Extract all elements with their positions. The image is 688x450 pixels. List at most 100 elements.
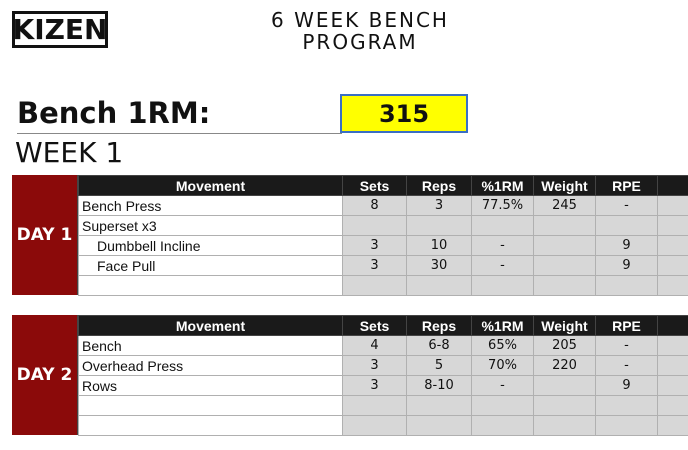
header-rpe: RPE: [595, 315, 658, 336]
table-row: [78, 395, 688, 416]
extra-cell[interactable]: [657, 415, 688, 436]
reps-cell[interactable]: [406, 415, 472, 436]
weight-cell[interactable]: [533, 375, 596, 396]
rpe-cell[interactable]: [595, 215, 658, 236]
movement-cell[interactable]: Dumbbell Incline: [78, 235, 343, 256]
movement-cell[interactable]: Bench Press: [78, 195, 343, 216]
weight-cell[interactable]: [533, 235, 596, 256]
header-1rm: %1RM: [471, 175, 534, 196]
divider: [17, 133, 342, 134]
1rm-cell[interactable]: [471, 415, 534, 436]
program-title-line2: PROGRAM: [302, 30, 418, 54]
header-sets: Sets: [342, 175, 407, 196]
table-row: Overhead Press 3 5 70% 220 -: [78, 355, 688, 376]
week-title: WEEK 1: [15, 136, 124, 169]
1rm-cell[interactable]: 65%: [471, 335, 534, 356]
extra-cell[interactable]: [657, 395, 688, 416]
header-weight: Weight: [533, 175, 596, 196]
1rm-cell[interactable]: 77.5%: [471, 195, 534, 216]
header-reps: Reps: [406, 315, 472, 336]
extra-cell[interactable]: [657, 195, 688, 216]
table-row: Face Pull 3 30 - 9: [78, 255, 688, 276]
extra-cell[interactable]: [657, 235, 688, 256]
weight-cell[interactable]: [533, 395, 596, 416]
sets-cell[interactable]: 8: [342, 195, 407, 216]
movement-cell[interactable]: [78, 395, 343, 416]
reps-cell[interactable]: 10: [406, 235, 472, 256]
rpe-cell[interactable]: -: [595, 355, 658, 376]
weight-cell[interactable]: [533, 415, 596, 436]
reps-cell[interactable]: 3: [406, 195, 472, 216]
sets-cell[interactable]: 3: [342, 375, 407, 396]
day-1-table: Movement Sets Reps %1RM Weight RPE Bench…: [78, 175, 688, 296]
extra-cell[interactable]: [657, 215, 688, 236]
rpe-cell[interactable]: [595, 415, 658, 436]
table-row: [78, 275, 688, 296]
movement-cell[interactable]: [78, 415, 343, 436]
movement-cell[interactable]: Overhead Press: [78, 355, 343, 376]
reps-cell[interactable]: 30: [406, 255, 472, 276]
sets-cell[interactable]: [342, 215, 407, 236]
reps-cell[interactable]: 6-8: [406, 335, 472, 356]
program-title-line1: 6 WEEK BENCH: [271, 8, 449, 32]
1rm-cell[interactable]: -: [471, 235, 534, 256]
weight-cell[interactable]: 220: [533, 355, 596, 376]
extra-cell[interactable]: [657, 355, 688, 376]
movement-cell[interactable]: Bench: [78, 335, 343, 356]
1rm-cell[interactable]: [471, 215, 534, 236]
sets-cell[interactable]: [342, 275, 407, 296]
rpe-cell[interactable]: 9: [595, 235, 658, 256]
1rm-cell[interactable]: [471, 275, 534, 296]
movement-cell[interactable]: [78, 275, 343, 296]
bench-1rm-label: Bench 1RM:: [17, 96, 211, 130]
extra-cell[interactable]: [657, 335, 688, 356]
sets-cell[interactable]: [342, 395, 407, 416]
reps-cell[interactable]: [406, 395, 472, 416]
table-row: Bench 4 6-8 65% 205 -: [78, 335, 688, 356]
rpe-cell[interactable]: 9: [595, 375, 658, 396]
header-row: Movement Sets Reps %1RM Weight RPE: [78, 175, 688, 196]
header-weight: Weight: [533, 315, 596, 336]
movement-cell[interactable]: Face Pull: [78, 255, 343, 276]
weight-cell[interactable]: 205: [533, 335, 596, 356]
weight-cell[interactable]: [533, 255, 596, 276]
header-sets: Sets: [342, 315, 407, 336]
rpe-cell[interactable]: -: [595, 195, 658, 216]
movement-cell[interactable]: Rows: [78, 375, 343, 396]
sets-cell[interactable]: 3: [342, 355, 407, 376]
rpe-cell[interactable]: 9: [595, 255, 658, 276]
table-row: [78, 415, 688, 436]
weight-cell[interactable]: [533, 215, 596, 236]
table-row: Dumbbell Incline 3 10 - 9: [78, 235, 688, 256]
sets-cell[interactable]: [342, 415, 407, 436]
header-row: Movement Sets Reps %1RM Weight RPE: [78, 315, 688, 336]
rpe-cell[interactable]: -: [595, 335, 658, 356]
1rm-cell[interactable]: -: [471, 375, 534, 396]
1rm-cell[interactable]: [471, 395, 534, 416]
reps-cell[interactable]: [406, 275, 472, 296]
header-rpe: RPE: [595, 175, 658, 196]
sets-cell[interactable]: 3: [342, 235, 407, 256]
table-row: Bench Press 8 3 77.5% 245 -: [78, 195, 688, 216]
day-label: DAY 2: [12, 315, 78, 435]
bench-1rm-input[interactable]: 315: [340, 94, 468, 133]
sets-cell[interactable]: 4: [342, 335, 407, 356]
reps-cell[interactable]: 5: [406, 355, 472, 376]
table-row: Superset x3: [78, 215, 688, 236]
1rm-cell[interactable]: -: [471, 255, 534, 276]
rpe-cell[interactable]: [595, 275, 658, 296]
weight-cell[interactable]: [533, 275, 596, 296]
kizen-logo: KIZEN: [12, 11, 108, 48]
movement-cell[interactable]: Superset x3: [78, 215, 343, 236]
day-2-table: Movement Sets Reps %1RM Weight RPE Bench…: [78, 315, 688, 436]
reps-cell[interactable]: [406, 215, 472, 236]
extra-cell[interactable]: [657, 255, 688, 276]
rpe-cell[interactable]: [595, 395, 658, 416]
extra-cell[interactable]: [657, 375, 688, 396]
weight-cell[interactable]: 245: [533, 195, 596, 216]
extra-cell[interactable]: [657, 275, 688, 296]
sets-cell[interactable]: 3: [342, 255, 407, 276]
reps-cell[interactable]: 8-10: [406, 375, 472, 396]
header-movement: Movement: [78, 315, 343, 336]
1rm-cell[interactable]: 70%: [471, 355, 534, 376]
